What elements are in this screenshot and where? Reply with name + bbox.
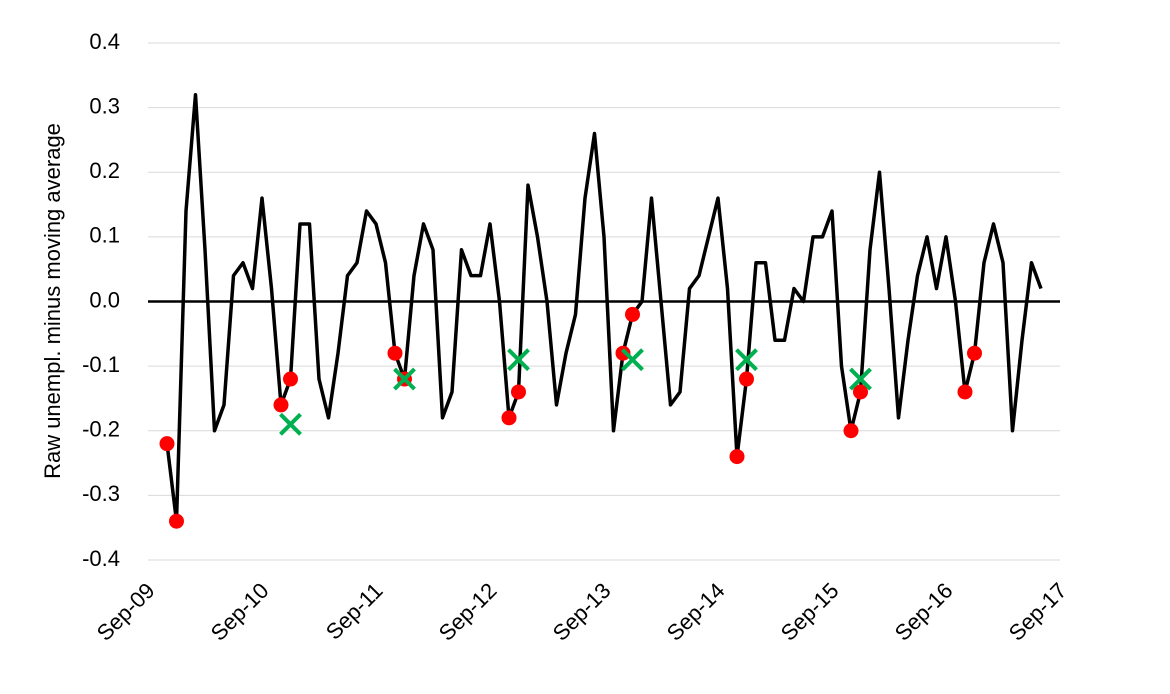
x-tick-label: Sep-13 — [548, 578, 616, 646]
x-tick-label: Sep-12 — [434, 578, 502, 646]
data-point — [273, 397, 289, 413]
data-point — [615, 345, 631, 361]
y-tick-label: 0.2 — [89, 158, 120, 183]
y-tick-label: 0.4 — [89, 29, 120, 54]
data-point — [967, 345, 982, 361]
cross-marker — [393, 367, 416, 391]
y-tick-label: 0.1 — [89, 223, 120, 248]
data-point — [843, 423, 859, 439]
y-tick-label: -0.4 — [82, 546, 120, 571]
cross-marker — [849, 367, 872, 391]
x-tick-label: Sep-11 — [321, 578, 388, 645]
y-tick-label: -0.3 — [82, 481, 120, 506]
cross-marker — [735, 348, 758, 372]
x-tick-label: Sep-14 — [662, 578, 730, 646]
data-point — [387, 345, 403, 361]
data-point — [853, 384, 868, 400]
data-point — [501, 410, 517, 426]
data-line — [165, 92, 1043, 523]
data-point — [729, 449, 745, 465]
y-tick-label: -0.2 — [82, 417, 120, 442]
x-tick-label: Sep-15 — [776, 578, 844, 646]
y-tick-label: -0.1 — [82, 352, 120, 377]
y-tick-label: 0.0 — [89, 287, 120, 312]
x-tick-label: Sep-09 — [92, 578, 160, 646]
data-point — [511, 384, 526, 400]
y-tick-label: 0.3 — [89, 93, 120, 118]
x-tick-label: Sep-10 — [206, 578, 274, 646]
x-tick-label: Sep-16 — [890, 578, 958, 646]
data-point — [159, 436, 175, 452]
data-point — [739, 371, 754, 387]
y-axis-title: Raw unempl. minus moving average — [40, 123, 65, 479]
cross-marker — [507, 348, 530, 372]
cross-marker — [279, 412, 302, 436]
data-point — [283, 371, 298, 387]
data-point — [169, 513, 184, 529]
data-point — [957, 384, 973, 400]
x-tick-label: Sep-17 — [1004, 578, 1072, 646]
data-point — [625, 306, 640, 322]
cross-marker — [621, 348, 644, 372]
